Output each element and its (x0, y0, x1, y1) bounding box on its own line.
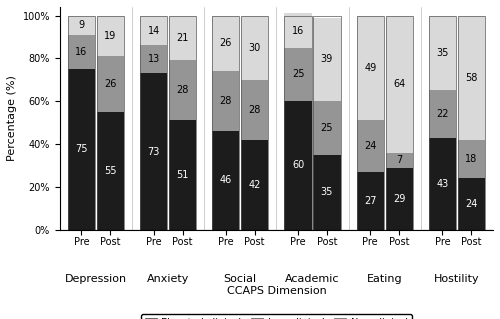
Text: 35: 35 (320, 187, 333, 197)
Bar (169, 121, 196, 230)
Bar (458, 178, 485, 230)
Bar (140, 16, 167, 230)
Bar (97, 56, 124, 112)
Text: Depression: Depression (65, 274, 127, 284)
Text: 28: 28 (220, 96, 232, 106)
Text: 75: 75 (75, 145, 88, 154)
Bar (356, 16, 384, 121)
Text: 58: 58 (465, 73, 477, 83)
Text: 28: 28 (176, 85, 188, 95)
Text: Social: Social (224, 274, 257, 284)
Bar (429, 16, 456, 230)
Bar (212, 16, 240, 230)
Bar (284, 13, 312, 48)
Bar (429, 16, 456, 91)
Text: 42: 42 (248, 180, 261, 190)
Bar (241, 16, 268, 80)
Text: 26: 26 (104, 79, 117, 89)
Bar (386, 16, 412, 230)
Text: 19: 19 (104, 31, 117, 41)
Text: 16: 16 (292, 26, 304, 35)
Bar (314, 16, 340, 230)
Text: 39: 39 (321, 55, 333, 64)
Bar (356, 172, 384, 230)
Bar (386, 152, 412, 167)
Bar (458, 140, 485, 178)
Text: Hostility: Hostility (434, 274, 480, 284)
Text: Anxiety: Anxiety (147, 274, 190, 284)
Text: 73: 73 (148, 146, 160, 157)
Bar (284, 48, 312, 101)
Bar (68, 16, 95, 35)
Bar (314, 101, 340, 155)
Bar (140, 73, 167, 230)
Bar (314, 18, 340, 101)
Bar (169, 16, 196, 61)
Text: 14: 14 (148, 26, 160, 35)
Bar (169, 61, 196, 121)
Text: 9: 9 (78, 20, 84, 30)
Bar (356, 16, 384, 230)
Text: 43: 43 (436, 179, 448, 189)
X-axis label: CCAPS Dimension: CCAPS Dimension (226, 286, 326, 296)
Bar (212, 71, 240, 131)
Bar (140, 16, 167, 46)
Bar (169, 16, 196, 230)
Bar (429, 91, 456, 137)
Bar (68, 35, 95, 69)
Bar (284, 101, 312, 230)
Bar (68, 69, 95, 230)
Text: 24: 24 (364, 141, 376, 151)
Text: 51: 51 (176, 170, 188, 180)
Text: 49: 49 (364, 63, 376, 73)
Bar (97, 16, 124, 230)
Text: 28: 28 (248, 105, 261, 115)
Text: 7: 7 (396, 155, 402, 165)
Text: 30: 30 (248, 43, 261, 53)
Text: 55: 55 (104, 166, 117, 176)
Bar (386, 16, 412, 152)
Bar (429, 137, 456, 230)
Bar (212, 131, 240, 230)
Bar (284, 16, 312, 230)
Bar (140, 46, 167, 73)
Bar (241, 16, 268, 230)
Text: 35: 35 (436, 48, 448, 58)
Text: 29: 29 (393, 194, 406, 204)
Y-axis label: Percentage (%): Percentage (%) (7, 75, 17, 161)
Bar (241, 140, 268, 230)
Bar (241, 80, 268, 140)
Bar (386, 167, 412, 230)
Bar (212, 16, 240, 71)
Bar (458, 16, 485, 230)
Text: 13: 13 (148, 55, 160, 64)
Text: 16: 16 (76, 47, 88, 57)
Text: 64: 64 (393, 79, 405, 89)
Text: 25: 25 (292, 70, 304, 79)
Text: 24: 24 (465, 199, 477, 209)
Text: Academic: Academic (285, 274, 340, 284)
Text: 60: 60 (292, 160, 304, 170)
Bar (356, 121, 384, 172)
Legend: Elevated-clinical, Low-clinical, Non-clinical: Elevated-clinical, Low-clinical, Non-cli… (141, 314, 411, 319)
Bar (458, 16, 485, 140)
Bar (97, 16, 124, 56)
Text: 26: 26 (220, 38, 232, 48)
Text: 21: 21 (176, 33, 188, 43)
Text: 25: 25 (320, 123, 333, 133)
Text: 22: 22 (436, 109, 448, 119)
Bar (314, 155, 340, 230)
Bar (97, 112, 124, 230)
Bar (68, 16, 95, 230)
Text: Eating: Eating (367, 274, 402, 284)
Text: 18: 18 (465, 154, 477, 164)
Text: 27: 27 (364, 196, 376, 206)
Text: 46: 46 (220, 175, 232, 185)
